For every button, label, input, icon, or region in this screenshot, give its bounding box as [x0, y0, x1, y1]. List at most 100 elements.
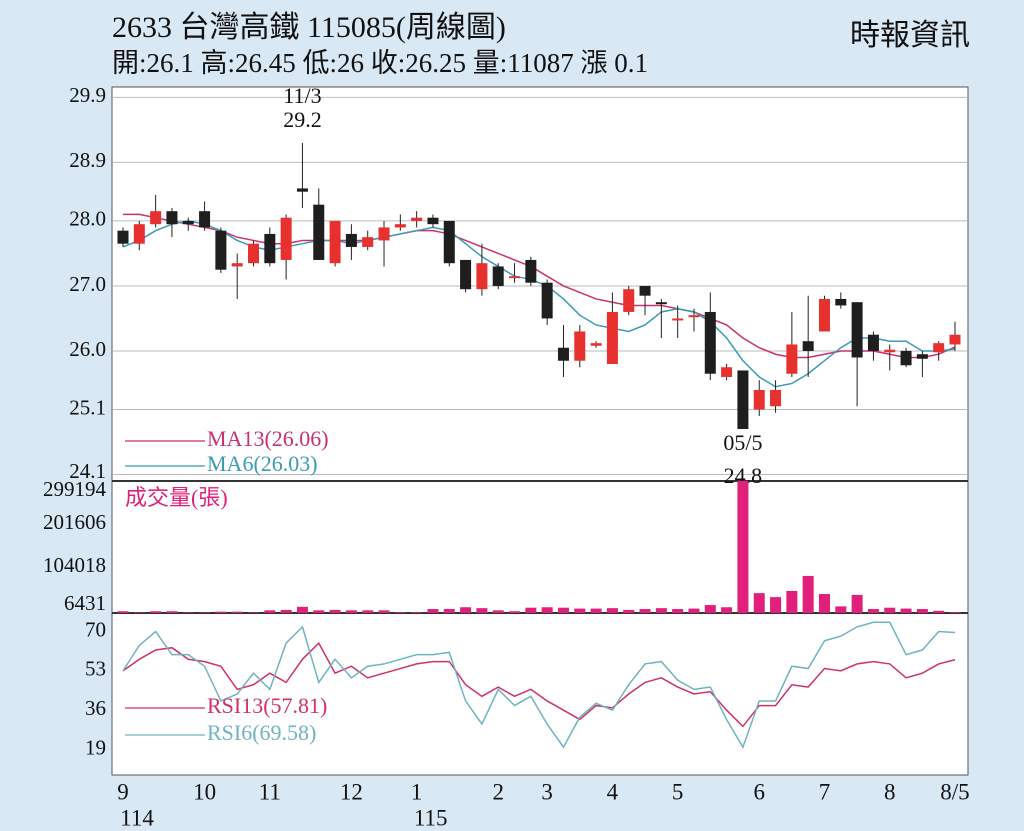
y-tick-label: 29.9 [69, 83, 106, 107]
volume-bar [753, 593, 765, 613]
volume-bar [280, 609, 292, 613]
candle-body [704, 311, 716, 374]
candle-body [378, 227, 390, 241]
candle-body [509, 276, 521, 279]
x-tick-label: 9 [117, 779, 129, 804]
volume-bar [574, 608, 586, 613]
volume-bar [182, 612, 194, 613]
volume-bar [590, 608, 602, 613]
volume-bar [639, 609, 651, 613]
moving-average-line [122, 220, 956, 388]
y-tick-label: 36 [85, 696, 106, 720]
x-tick-label: 8 [884, 779, 896, 804]
rsi-line [122, 621, 956, 750]
candle-body [231, 263, 243, 267]
candle-body [199, 211, 211, 228]
x-tick-label: 7 [819, 779, 831, 804]
x-tick-label: 6 [753, 779, 765, 804]
volume-bar [867, 609, 879, 613]
x-tick-label: 2 [492, 779, 504, 804]
candle-body [688, 315, 700, 318]
volume-bar [835, 606, 847, 613]
volume-bar [296, 606, 308, 613]
volume-bar [623, 609, 635, 613]
candle-body [737, 370, 749, 429]
y-tick-label: 24.1 [69, 459, 106, 483]
candle-body [933, 343, 945, 353]
candle-body [851, 302, 863, 358]
volume-bar [460, 607, 472, 613]
volume-bar [737, 481, 749, 613]
candle-body [770, 389, 782, 407]
x-tick-label: 8/5 [940, 779, 969, 804]
candle-body [786, 344, 798, 374]
volume-bar [655, 608, 667, 613]
volume-bar [509, 611, 521, 613]
volume-bar [329, 609, 341, 613]
annotation-date: 05/5 [723, 430, 762, 455]
volume-bar [231, 611, 243, 613]
volume-bar [916, 609, 928, 613]
volume-bar [443, 609, 455, 613]
volume-bar [264, 610, 276, 613]
volume-bar [394, 612, 406, 613]
volume-bar [476, 608, 488, 613]
candle-body [655, 302, 667, 305]
annotation-value: 29.2 [283, 107, 322, 132]
volume-bar [541, 607, 553, 613]
annotation-date: 11/3 [283, 83, 321, 108]
y-tick-label: 53 [85, 657, 106, 681]
candle-body [884, 349, 896, 353]
volume-bar [688, 608, 700, 613]
volume-bar [525, 607, 537, 613]
candle-body [949, 334, 961, 345]
candle-body [166, 211, 178, 225]
y-tick-label: 19 [85, 735, 106, 759]
y-tick-label: 26.0 [69, 337, 106, 361]
volume-bar [313, 610, 325, 613]
legend-label: MA6(26.03) [207, 451, 318, 476]
candle-body [639, 285, 651, 296]
volume-bar [900, 608, 912, 613]
candle-body [411, 217, 423, 221]
candle-body [280, 217, 292, 260]
candle-body [574, 331, 586, 361]
candle-body [215, 230, 227, 270]
volume-bar [199, 612, 211, 613]
y-tick-label: 201606 [43, 510, 106, 534]
x-tick-label: 10 [193, 779, 216, 804]
candle-body [753, 389, 765, 410]
y-tick-label: 70 [85, 617, 106, 641]
volume-bar [166, 611, 178, 613]
volume-bar [786, 590, 798, 613]
volume-bar [933, 610, 945, 613]
x-tick-label: 11 [259, 779, 281, 804]
volume-bar [851, 594, 863, 613]
candle-body [345, 233, 357, 247]
volume-bar [557, 607, 569, 613]
y-tick-label: 25.1 [69, 395, 106, 419]
y-tick-label: 104018 [43, 553, 106, 577]
candle-body [427, 217, 439, 225]
volume-bar [411, 612, 423, 613]
candle-body [182, 220, 194, 225]
candle-body [264, 233, 276, 264]
y-tick-label: 28.0 [69, 207, 106, 231]
volume-bar [704, 605, 716, 613]
volume-bar [133, 612, 145, 613]
volume-bar [150, 611, 162, 613]
volume-bar [117, 611, 129, 613]
volume-bar [770, 597, 782, 613]
legend-label: MA13(26.06) [207, 426, 329, 451]
candle-body [460, 259, 472, 290]
volume-bar [721, 607, 733, 613]
x-tick-label: 12 [340, 779, 363, 804]
volume-bar [362, 610, 374, 613]
y-tick-label: 6431 [64, 591, 106, 615]
volume-bar [492, 610, 504, 613]
source: 時報資訊 [850, 19, 970, 52]
candle-body [248, 243, 260, 264]
candle-body [362, 237, 374, 247]
candle-body [492, 266, 504, 286]
